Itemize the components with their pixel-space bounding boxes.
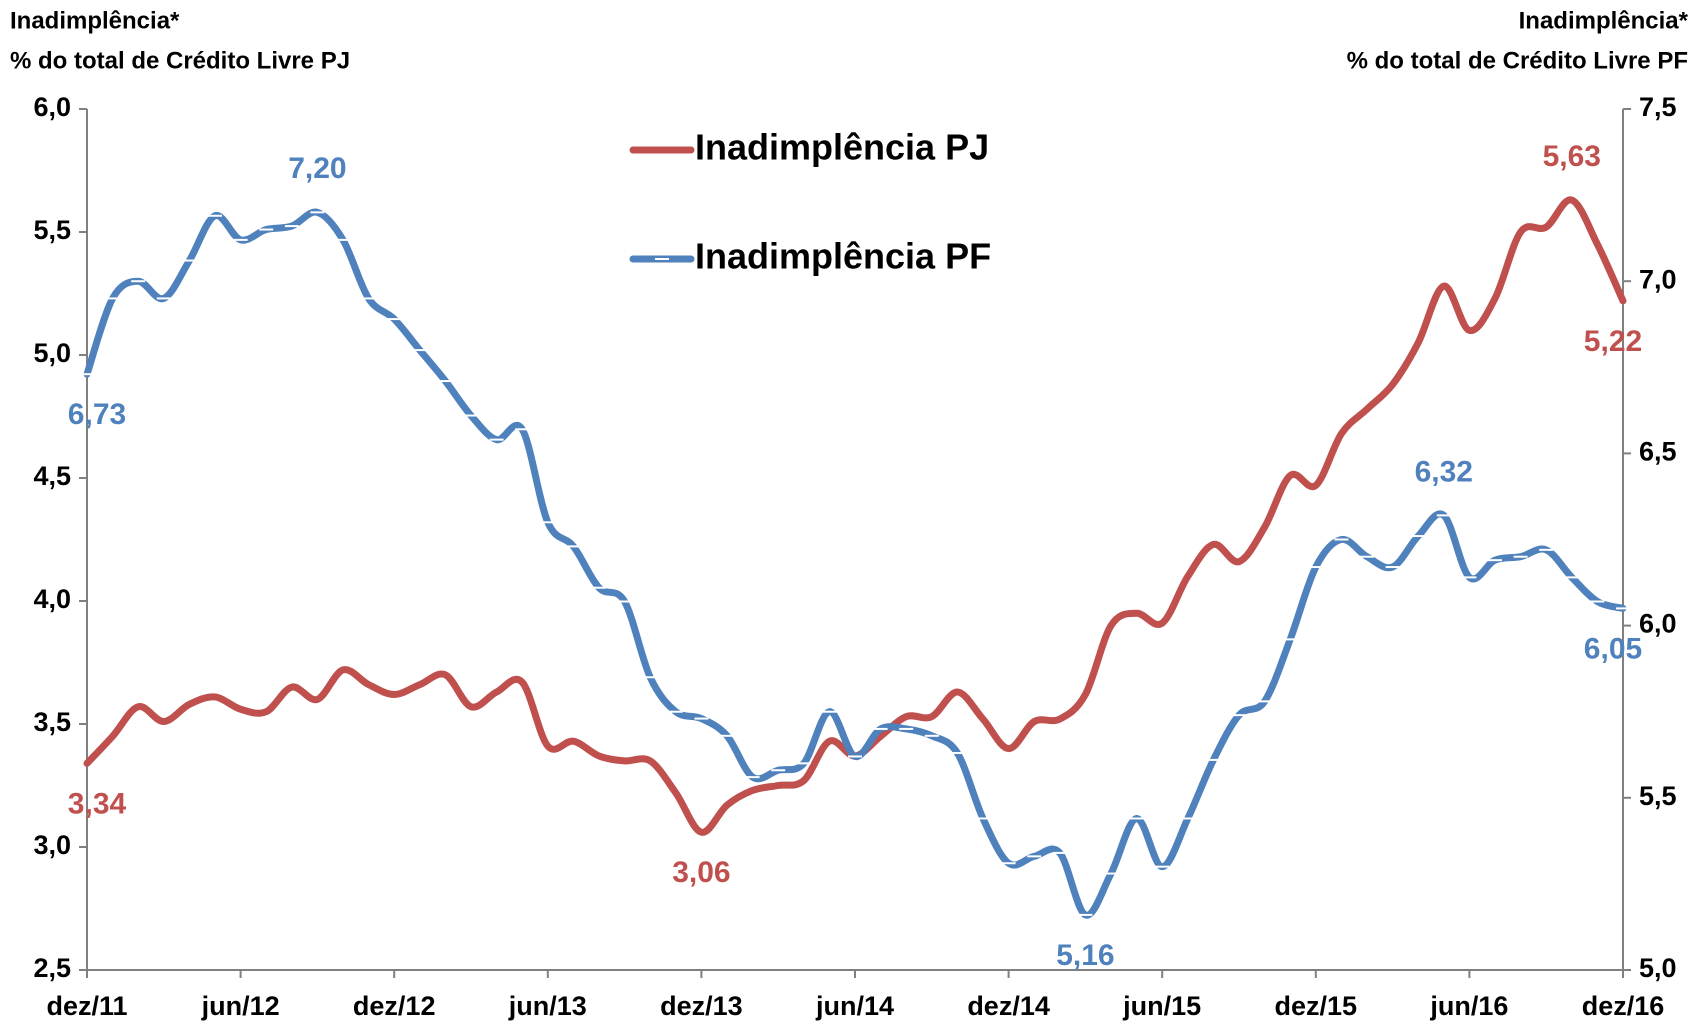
y2-tick-label: 7,5 [1639, 92, 1677, 122]
y-tick-label: 3,0 [33, 830, 71, 860]
data-label: 6,73 [68, 398, 126, 431]
y-tick-label: 4,0 [33, 584, 71, 614]
x-tick-label: jun/12 [201, 991, 280, 1021]
data-label: 3,06 [672, 856, 730, 889]
y-tick-label: 6,0 [33, 92, 71, 122]
data-label: 3,34 [68, 787, 127, 820]
data-line [83, 196, 1627, 836]
y2-tick-label: 5,5 [1639, 781, 1677, 811]
y-tick-label: 2,5 [33, 953, 71, 983]
x-tick-label: jun/14 [815, 991, 894, 1021]
x-tick-label: dez/14 [967, 991, 1050, 1021]
x-tick-label: dez/16 [1582, 991, 1665, 1021]
data-label: 6,05 [1584, 632, 1642, 665]
y2-axis-title: Inadimplência* [1519, 7, 1689, 34]
y-tick-label: 3,5 [33, 707, 71, 737]
y-tick-label: 5,0 [33, 338, 71, 368]
y2-tick-label: 6,0 [1639, 609, 1677, 639]
x-tick-label: dez/13 [660, 991, 743, 1021]
x-tick-label: jun/15 [1122, 991, 1201, 1021]
y2-tick-label: 6,5 [1639, 437, 1677, 467]
data-line [83, 208, 1627, 919]
legend-label: Inadimplência PJ [695, 127, 989, 168]
y-axis-title: Inadimplência* [10, 7, 180, 34]
y2-axis-subtitle: % do total de Crédito Livre PF [1347, 47, 1688, 74]
x-tick-label: dez/12 [353, 991, 436, 1021]
data-label: 7,20 [288, 152, 346, 185]
data-label: 5,22 [1584, 325, 1642, 358]
legend-label: Inadimplência PF [695, 236, 991, 277]
x-tick-label: jun/13 [508, 991, 587, 1021]
data-label: 5,63 [1543, 140, 1601, 173]
data-label: 5,16 [1056, 939, 1114, 972]
x-tick-label: dez/15 [1275, 991, 1358, 1021]
y-axis-subtitle: % do total de Crédito Livre PJ [10, 47, 350, 74]
y-tick-label: 5,5 [33, 215, 71, 245]
y2-tick-label: 5,0 [1639, 953, 1677, 983]
x-tick-label: jun/16 [1429, 991, 1508, 1021]
x-tick-label: dez/11 [46, 991, 127, 1021]
y-tick-label: 4,5 [33, 461, 71, 491]
y2-tick-label: 7,0 [1639, 264, 1677, 294]
data-label: 6,32 [1415, 455, 1473, 488]
